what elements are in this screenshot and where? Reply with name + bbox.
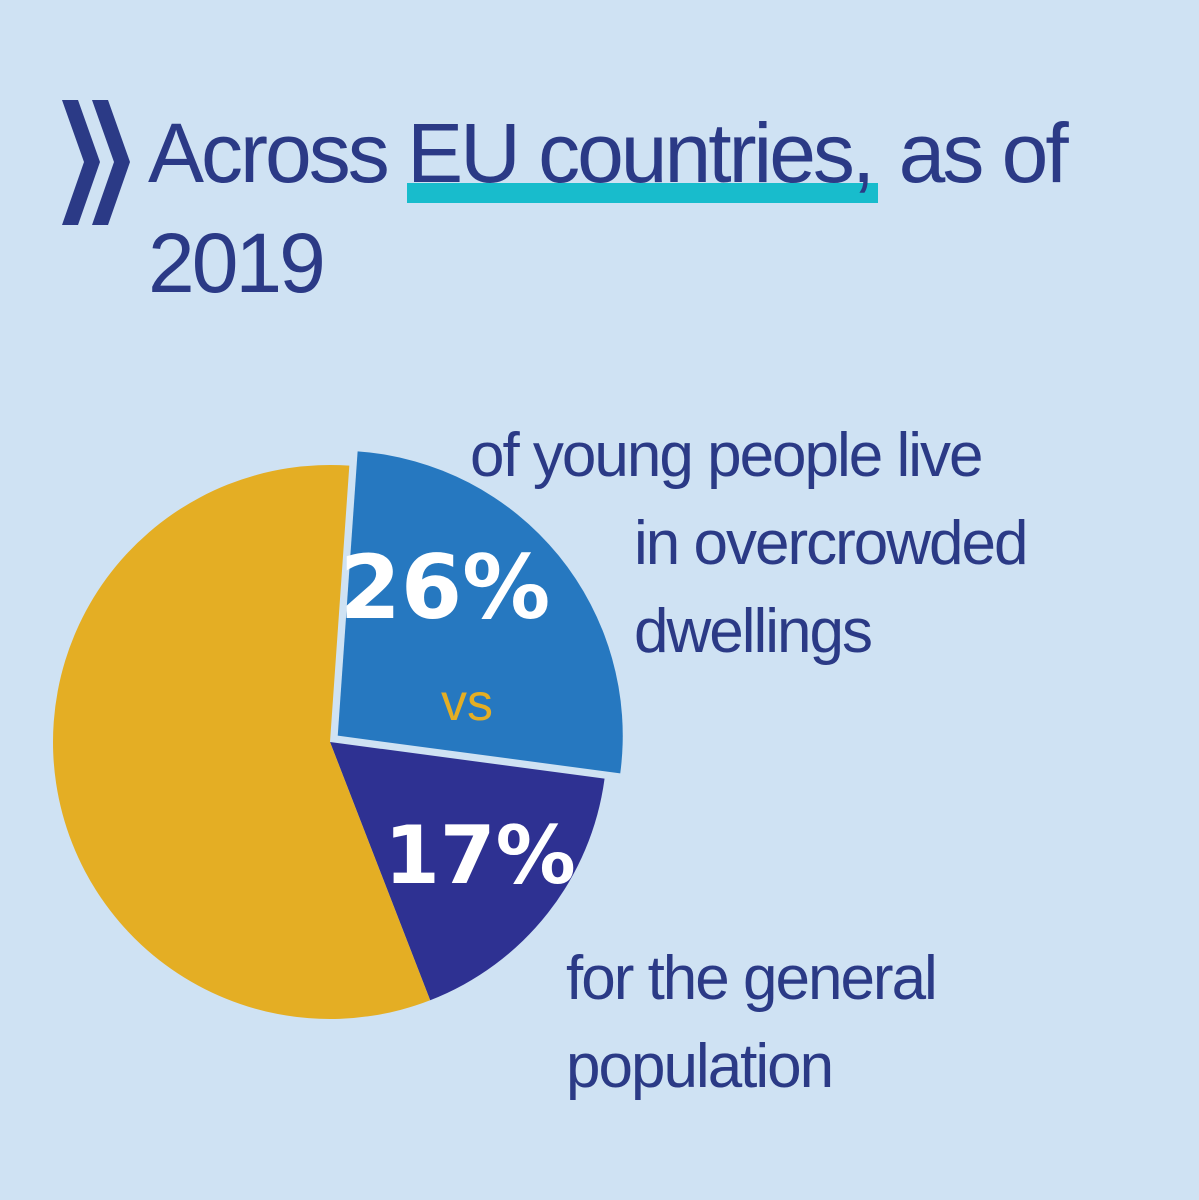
title-suffix: as of 2019: [148, 106, 1069, 310]
vs-label: vs: [441, 674, 493, 732]
young-note-line-2: in overcrowded: [634, 509, 1028, 578]
title-prefix: Across: [148, 106, 408, 200]
pie-chart: 26% vs 17%: [52, 451, 623, 1019]
general-population-note: for the general population: [566, 935, 1166, 1111]
chevron-right-icon: [62, 100, 130, 225]
young-note-line-3: dwellings: [634, 597, 873, 666]
general-note-line-1: for the general: [566, 944, 938, 1013]
page-title: Across EU countries, as of 2019: [148, 98, 1148, 318]
slice-label-general-population: 17%: [384, 809, 575, 902]
general-note-line-2: population: [566, 1032, 834, 1101]
pie-slice-general-population: [330, 742, 605, 1001]
pie-slice-other: [52, 465, 431, 1019]
slice-label-young-people: 26%: [340, 536, 551, 639]
young-note-line-1: of young people live: [470, 421, 984, 490]
pie-slice-young-people: [337, 451, 623, 774]
title-highlight: EU countries,: [407, 98, 879, 208]
young-people-note: of young people live in overcrowded dwel…: [470, 412, 1130, 676]
